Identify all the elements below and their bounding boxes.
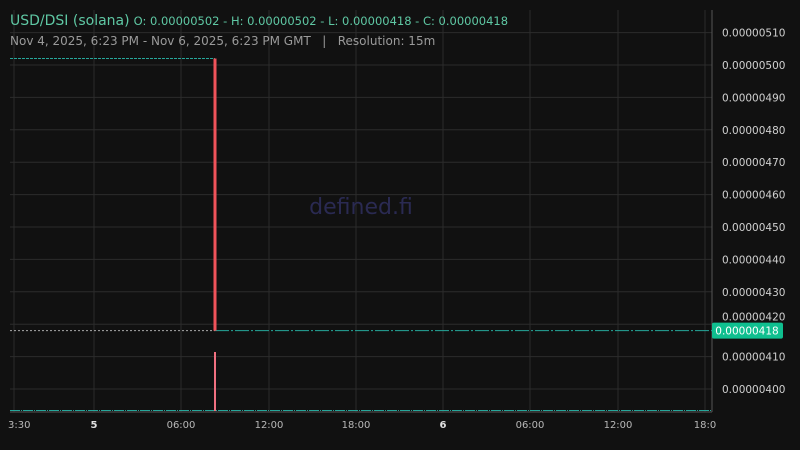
y-tick-label: 0.00000410	[722, 352, 785, 364]
y-tick-label: 0.00000470	[722, 157, 785, 169]
candle	[213, 58, 217, 331]
y-tick-label: 0.00000400	[722, 384, 785, 396]
y-tick-label: 0.00000430	[722, 287, 785, 299]
x-tick-label: 06:00	[516, 420, 545, 431]
x-tick-label: 18:00	[342, 420, 371, 431]
volume-bar	[214, 352, 216, 411]
y-tick-label: 0.00000510	[722, 28, 785, 40]
y-tick-label: 0.00000460	[722, 190, 785, 202]
x-tick-label: 06:00	[167, 420, 196, 431]
y-tick-label: 0.00000420	[722, 312, 785, 324]
watermark: defined.fi	[309, 195, 413, 220]
y-tick-label: 0.00000500	[722, 60, 785, 72]
separator: |	[322, 34, 327, 48]
x-tick-label: 6	[440, 420, 447, 431]
resolution: Resolution: 15m	[337, 34, 436, 48]
y-tick-label: 0.00000450	[722, 222, 785, 234]
pair-title: USD/DSI (solana)	[10, 13, 130, 29]
x-tick-label: 3:30	[8, 420, 30, 431]
x-tick-label: 5	[91, 420, 98, 431]
y-tick-label: 0.00000480	[722, 125, 785, 137]
ohlc-readout: O: 0.00000502 - H: 0.00000502 - L: 0.000…	[133, 14, 509, 28]
x-tick-label: 12:00	[604, 420, 633, 431]
y-tick-label: 0.00000490	[722, 92, 785, 104]
x-tick-label: 18:0	[694, 420, 716, 431]
chart-legend: USD/DSI (solana) O: 0.00000502 - H: 0.000…	[10, 10, 508, 48]
y-tick-label: 0.00000440	[722, 254, 785, 266]
last-price-badge	[712, 322, 783, 339]
last-price-label: 0.00000418	[715, 326, 778, 338]
date-range: Nov 4, 2025, 6:23 PM - Nov 6, 2025, 6:23…	[10, 34, 311, 48]
x-tick-label: 12:00	[255, 420, 284, 431]
